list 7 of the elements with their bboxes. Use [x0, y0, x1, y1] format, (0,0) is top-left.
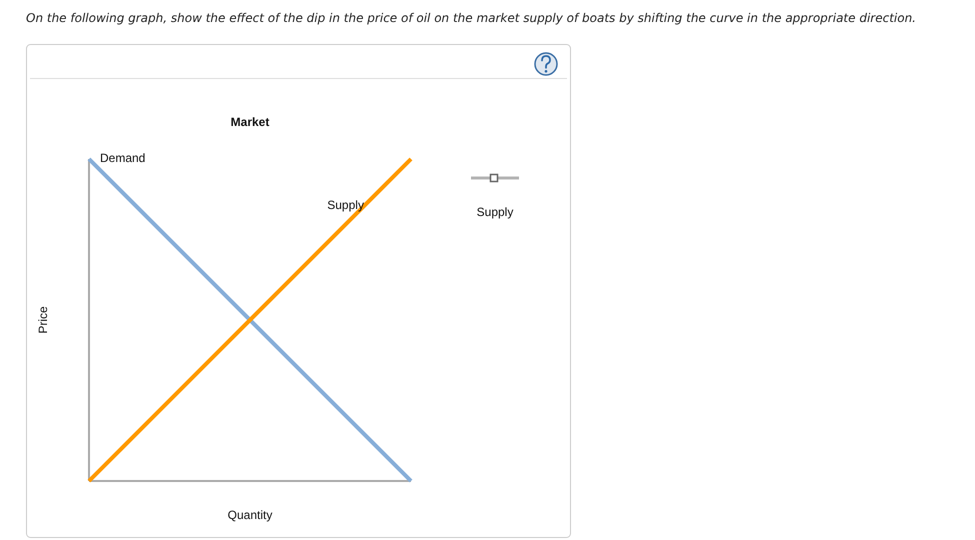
- text: On the following graph, show the effect of the dip in the price of oil on the market supply of boats by shifting the curve in the appropriate direction.: [26, 11, 916, 25]
- chart-title: Market: [230, 115, 270, 129]
- x-axis-title: Quantity: [228, 508, 272, 522]
- y-axis-title: Price: [36, 306, 50, 334]
- series-label: Demand: [100, 151, 146, 165]
- series-label: Supply: [327, 198, 364, 212]
- annotation: Supply: [476, 205, 514, 219]
